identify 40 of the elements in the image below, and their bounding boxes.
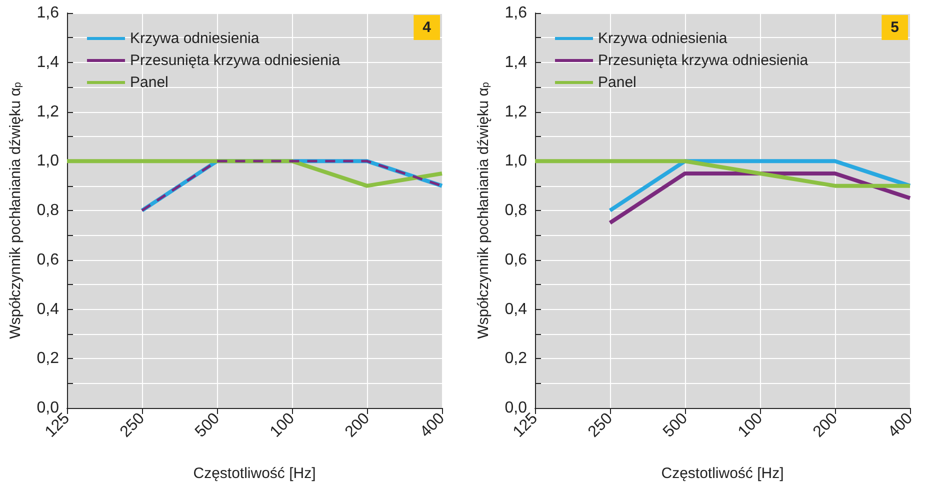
y-tick-label: 0,6: [36, 251, 60, 268]
legend-label: Panel: [598, 74, 636, 91]
x-tick-label: 100: [267, 410, 298, 441]
legend-label: Krzywa odniesienia: [130, 30, 260, 47]
legend-label: Przesunięta krzywa odniesienia: [598, 52, 809, 69]
y-tick-label: 1,0: [504, 152, 528, 170]
legend-label: Przesunięta krzywa odniesienia: [130, 52, 341, 69]
y-tick-label: 1,6: [504, 4, 528, 22]
annotation: 4: [422, 19, 432, 36]
legend-label: Krzywa odniesienia: [598, 30, 728, 47]
y-tick-label: 0,6: [504, 251, 528, 268]
y-axis-title: Współczynnik pochłaniania dźwięku αp: [7, 82, 24, 339]
y-tick-label: 0,8: [504, 202, 528, 219]
y-tick-label: 0,2: [36, 350, 60, 368]
y-axis-title: Współczynnik pochłaniania dźwięku αp: [475, 82, 492, 339]
y-tick-label: 1,2: [504, 103, 528, 120]
x-tick-label: 500: [660, 410, 692, 441]
x-tick-label: 100: [735, 410, 766, 441]
x-tick-label: 500: [192, 410, 224, 441]
x-tick-label: 200: [810, 410, 842, 441]
legend-label: Panel: [130, 74, 168, 91]
x-tick-label: 400: [417, 410, 448, 441]
y-tick-label: 0,4: [504, 300, 528, 318]
y-tick-label: 1,0: [36, 152, 60, 170]
y-tick-label: 0,0: [504, 400, 528, 416]
y-tick-label: 1,6: [36, 4, 60, 22]
y-tick-label: 0,0: [36, 400, 60, 416]
y-tick-label: 1,4: [504, 54, 528, 71]
x-tick-label: 250: [117, 410, 148, 441]
annotation: 5: [890, 19, 899, 36]
x-axis-title: Częstotliwość [Hz]: [661, 465, 784, 482]
x-tick-label: 400: [885, 410, 916, 441]
y-tick-label: 0,4: [36, 300, 60, 318]
y-tick-label: 1,2: [36, 103, 60, 120]
y-tick-label: 1,4: [36, 54, 60, 71]
x-tick-label: 200: [342, 410, 374, 441]
y-tick-label: 0,8: [36, 202, 60, 219]
x-tick-label: 250: [585, 410, 616, 441]
x-axis-title: Częstotliwość [Hz]: [193, 465, 316, 482]
y-tick-label: 0,2: [504, 350, 528, 368]
